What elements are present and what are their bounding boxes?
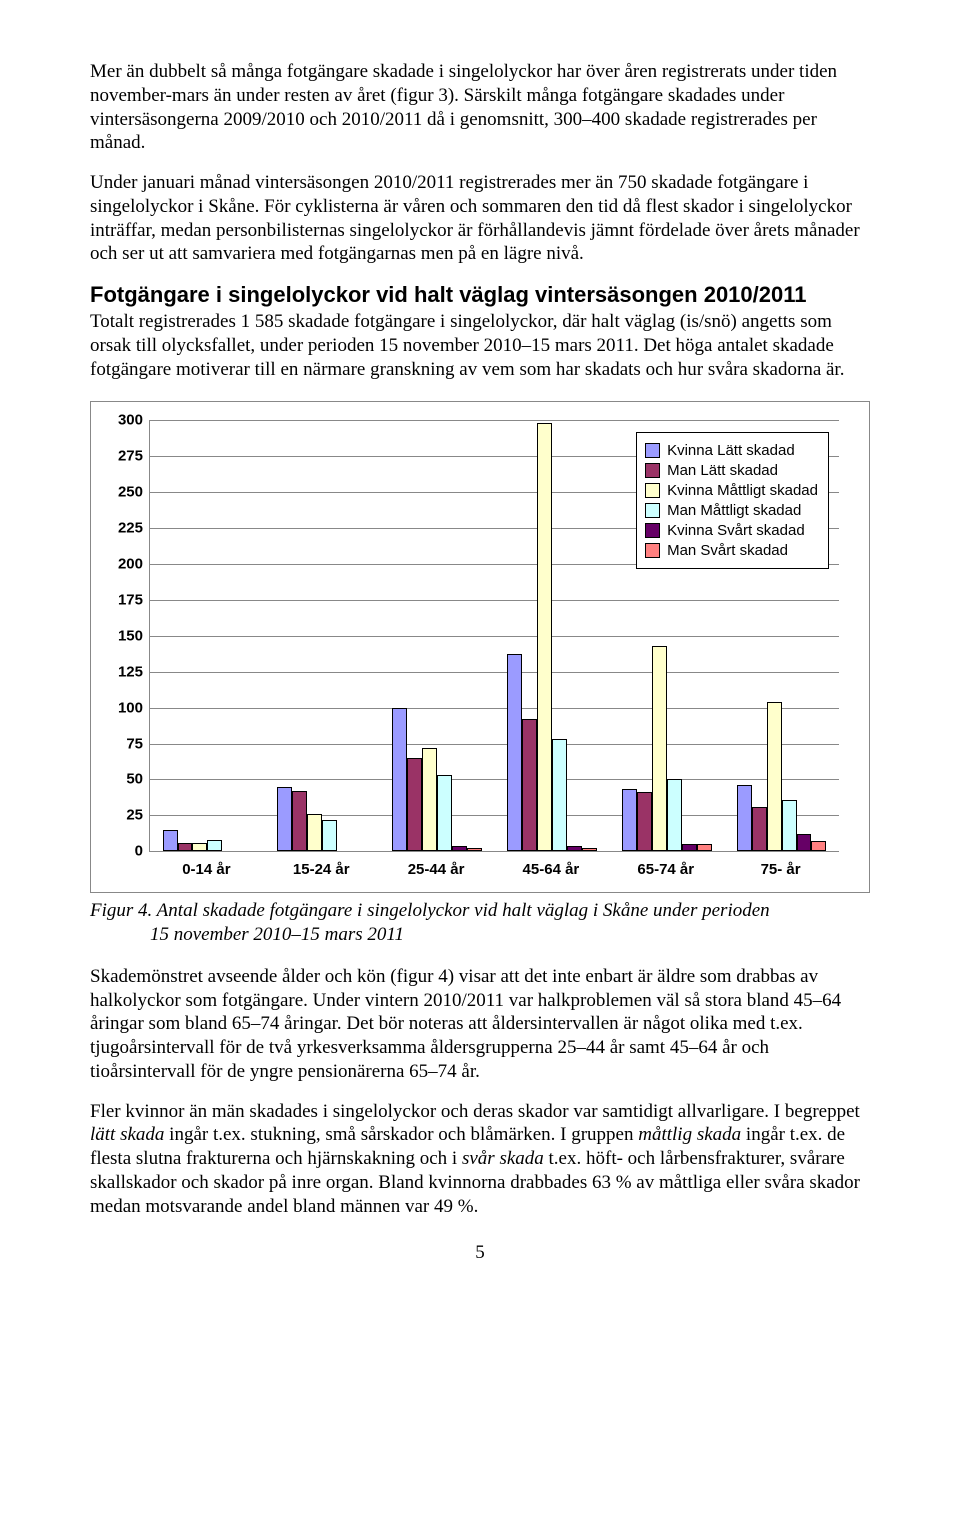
legend-label: Kvinna Måttligt skadad — [667, 482, 818, 499]
chart-legend: Kvinna Lätt skadad Man Lätt skadad Kvinna … — [636, 432, 829, 569]
bar — [652, 646, 667, 851]
bar — [637, 792, 652, 851]
y-tick-label: 100 — [103, 699, 143, 716]
y-tick-label: 275 — [103, 448, 143, 465]
legend-swatch — [645, 483, 660, 498]
y-tick-label: 75 — [103, 735, 143, 752]
bar — [582, 848, 597, 851]
x-tick-label: 15-24 år — [293, 861, 350, 878]
y-tick-label: 125 — [103, 663, 143, 680]
legend-swatch — [645, 503, 660, 518]
figure-caption: Figur 4. Antal skadade fotgängare i sing… — [90, 899, 870, 947]
bar — [522, 719, 537, 851]
bar — [507, 654, 522, 851]
bar — [277, 787, 292, 852]
bar — [682, 844, 697, 851]
x-tick-label: 0-14 år — [182, 861, 230, 878]
bar — [452, 846, 467, 852]
y-tick-label: 50 — [103, 771, 143, 788]
y-tick-label: 300 — [103, 412, 143, 429]
bar — [667, 779, 682, 851]
legend-item: Man Måttligt skadad — [645, 502, 818, 519]
section-heading: Fotgängare i singelolyckor vid halt vägl… — [90, 282, 870, 308]
bar — [552, 739, 567, 851]
legend-label: Man Lätt skadad — [667, 462, 778, 479]
legend-item: Kvinna Lätt skadad — [645, 442, 818, 459]
legend-label: Man Svårt skadad — [667, 542, 788, 559]
page-number: 5 — [90, 1242, 870, 1264]
legend-item: Kvinna Svårt skadad — [645, 522, 818, 539]
bar — [207, 840, 222, 851]
legend-swatch — [645, 543, 660, 558]
y-tick-label: 25 — [103, 807, 143, 824]
bar — [292, 791, 307, 851]
paragraph-5: Fler kvinnor än män skadades i singeloly… — [90, 1100, 870, 1219]
x-tick-label: 75- år — [761, 861, 801, 878]
bar — [307, 814, 322, 851]
bar — [567, 846, 582, 852]
legend-item: Man Lätt skadad — [645, 462, 818, 479]
bar — [537, 423, 552, 851]
bar — [322, 820, 337, 852]
bar — [797, 834, 812, 851]
bar — [697, 844, 712, 851]
legend-swatch — [645, 523, 660, 538]
bar — [782, 800, 797, 852]
bar — [422, 748, 437, 851]
x-tick-label: 65-74 år — [637, 861, 694, 878]
legend-swatch — [645, 463, 660, 478]
bar — [407, 758, 422, 851]
bar — [192, 843, 207, 852]
bar — [392, 708, 407, 852]
legend-label: Man Måttligt skadad — [667, 502, 801, 519]
x-tick-label: 25-44 år — [408, 861, 465, 878]
y-tick-label: 175 — [103, 591, 143, 608]
y-tick-label: 0 — [103, 843, 143, 860]
paragraph-3: Totalt registrerades 1 585 skadade fotgä… — [90, 310, 870, 381]
y-tick-label: 250 — [103, 484, 143, 501]
bar — [737, 785, 752, 851]
y-tick-label: 225 — [103, 520, 143, 537]
bar — [163, 830, 178, 852]
bar — [767, 702, 782, 851]
bar — [467, 848, 482, 851]
bar — [437, 775, 452, 851]
bar — [622, 789, 637, 851]
bar — [811, 841, 826, 851]
legend-item: Kvinna Måttligt skadad — [645, 482, 818, 499]
injury-chart: Kvinna Lätt skadad Man Lätt skadad Kvinna … — [90, 401, 870, 893]
paragraph-4: Skademönstret avseende ålder och kön (fi… — [90, 965, 870, 1084]
y-tick-label: 200 — [103, 555, 143, 572]
legend-label: Kvinna Svårt skadad — [667, 522, 805, 539]
bar — [752, 807, 767, 852]
x-tick-label: 45-64 år — [523, 861, 580, 878]
bar — [178, 843, 193, 852]
legend-label: Kvinna Lätt skadad — [667, 442, 795, 459]
paragraph-2: Under januari månad vintersäsongen 2010/… — [90, 171, 870, 266]
legend-swatch — [645, 443, 660, 458]
legend-item: Man Svårt skadad — [645, 542, 818, 559]
paragraph-1: Mer än dubbelt så många fotgängare skada… — [90, 60, 870, 155]
y-tick-label: 150 — [103, 627, 143, 644]
